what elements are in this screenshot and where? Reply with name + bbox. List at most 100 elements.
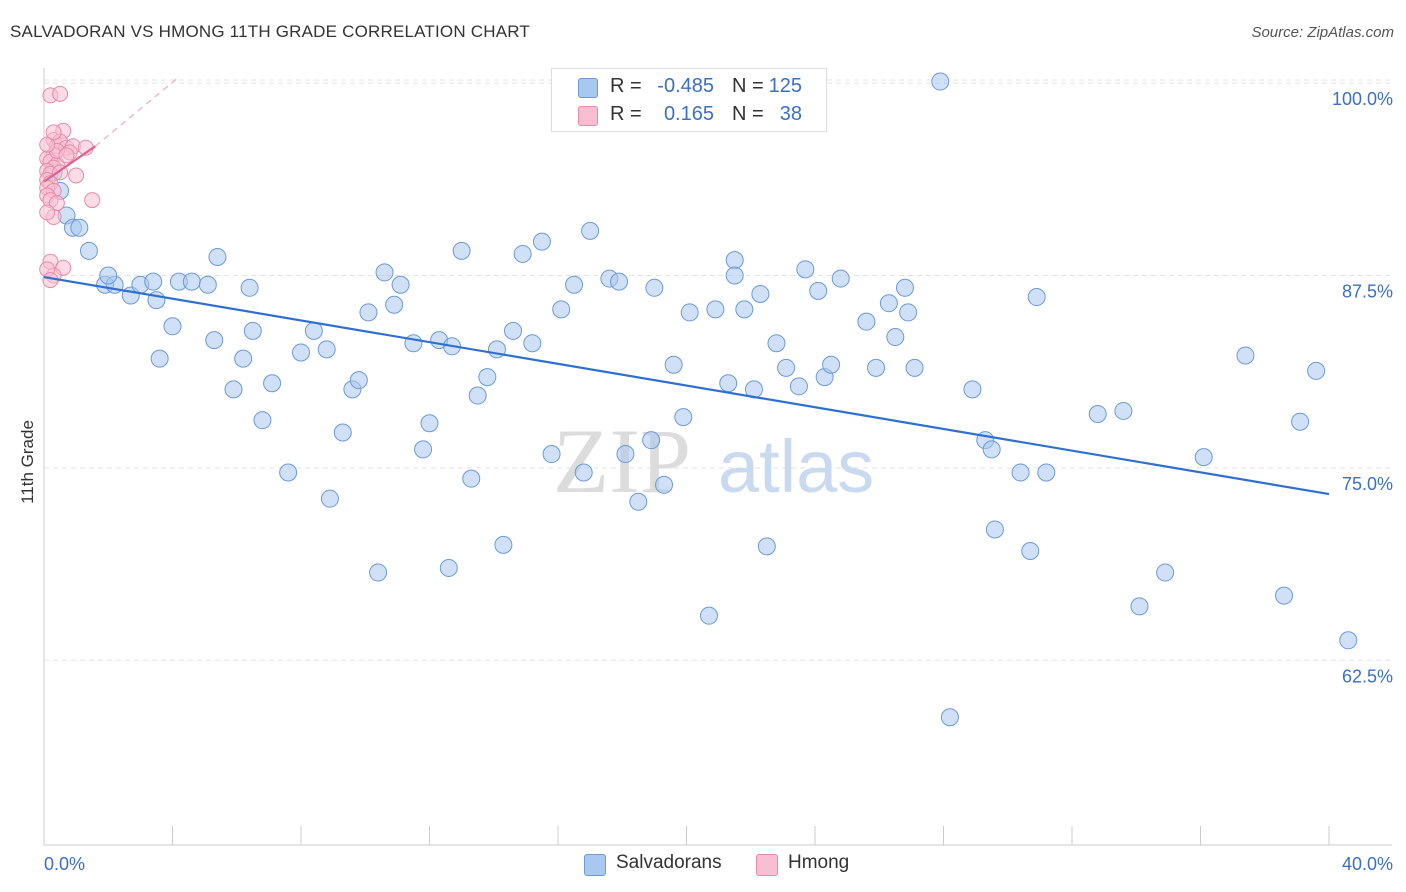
data-point: [292, 343, 310, 362]
data-point: [940, 708, 959, 727]
data-point: [39, 136, 56, 153]
data-point: [895, 278, 914, 297]
data-point: [243, 321, 262, 340]
legend-r-value: 0.165: [663, 103, 714, 125]
data-point: [642, 431, 661, 450]
data-point: [333, 423, 352, 442]
data-point: [1037, 463, 1056, 482]
data-point: [1339, 631, 1358, 650]
data-point: [1236, 346, 1255, 365]
legend-r-label: R =: [610, 75, 642, 97]
data-point: [420, 414, 439, 433]
data-point: [905, 358, 924, 377]
data-point: [208, 248, 227, 267]
data-point: [645, 278, 664, 297]
y-axis-label: 11th Grade: [18, 420, 37, 504]
legend-row-salvadorans: R = -0.485 N = 125: [552, 73, 826, 101]
data-point: [565, 275, 584, 294]
data-point: [234, 349, 253, 368]
data-point: [150, 349, 169, 368]
data-point: [655, 475, 674, 494]
data-point: [349, 371, 368, 390]
data-point: [680, 303, 699, 322]
watermark-atlas: atlas: [718, 425, 874, 508]
data-point: [725, 251, 744, 270]
data-point: [504, 321, 523, 340]
data-point: [468, 386, 487, 405]
data-point: [552, 300, 571, 319]
data-point: [478, 368, 497, 387]
y-tick-label: 100.0%: [1332, 89, 1393, 109]
chart-title: SALVADORAN VS HMONG 11TH GRADE CORRELATI…: [10, 22, 530, 41]
data-point: [982, 440, 1001, 459]
data-point: [414, 440, 433, 459]
data-point: [1011, 463, 1030, 482]
data-point: [99, 266, 118, 285]
data-point: [831, 269, 850, 288]
data-point: [1027, 288, 1046, 307]
data-point: [1291, 412, 1310, 431]
data-point: [317, 340, 336, 359]
data-point: [198, 275, 217, 294]
data-point: [359, 303, 378, 322]
data-point: [725, 266, 744, 285]
data-point: [581, 221, 600, 240]
data-point: [1130, 597, 1149, 616]
data-point: [796, 260, 815, 279]
x-tick-label: 0.0%: [44, 854, 85, 874]
legend-n-label: N =: [732, 103, 764, 125]
data-point: [494, 535, 513, 554]
grid-lines: [44, 79, 1392, 661]
bottom-legend-swatch-hmong: [756, 854, 778, 876]
data-point: [899, 303, 918, 322]
bottom-legend-swatch-salvadorans: [584, 854, 606, 876]
data-point: [279, 463, 298, 482]
data-point: [699, 606, 718, 625]
salvadorans-points: [44, 72, 1358, 727]
data-point: [664, 355, 683, 374]
data-point: [789, 377, 808, 396]
data-point: [70, 218, 89, 237]
data-point: [404, 334, 423, 353]
data-point: [931, 72, 950, 91]
data-point: [79, 241, 98, 260]
data-point: [375, 263, 394, 282]
data-point: [886, 328, 905, 347]
legend-row-hmong: R = 0.165 N = 38: [552, 101, 826, 129]
data-point: [610, 272, 629, 291]
hmong-points: [39, 85, 101, 289]
bottom-legend-label-hmong: Hmong: [788, 852, 850, 873]
legend-n-value: 38: [779, 103, 802, 125]
tick-labels: 100.0% 87.5% 75.0% 62.5% 0.0% 40.0%: [44, 89, 1393, 874]
data-point: [58, 147, 75, 164]
data-point: [263, 374, 282, 393]
trend-extension: [95, 76, 180, 147]
data-point: [45, 124, 62, 141]
data-point: [532, 232, 551, 251]
data-point: [985, 520, 1004, 539]
data-point: [574, 463, 593, 482]
data-point: [757, 537, 776, 556]
data-point: [674, 408, 693, 427]
legend-n-value: 125: [768, 75, 802, 97]
data-point: [1194, 448, 1213, 467]
trend-lines: [43, 76, 1330, 496]
data-point: [706, 300, 725, 319]
data-point: [1114, 401, 1133, 420]
data-point: [523, 334, 542, 353]
data-point: [68, 167, 85, 184]
data-point: [439, 558, 458, 577]
data-point: [224, 380, 243, 399]
data-point: [385, 295, 404, 314]
legend-swatch-hmong: [578, 106, 598, 126]
data-point: [240, 278, 259, 297]
data-point: [735, 300, 754, 319]
trend-line: [43, 275, 1330, 496]
legend-n-label: N =: [732, 75, 764, 97]
data-point: [253, 411, 272, 430]
y-tick-label: 62.5%: [1342, 666, 1393, 686]
data-point: [320, 489, 339, 508]
y-tick-label: 87.5%: [1342, 281, 1393, 301]
source-label: Source: ZipAtlas.com: [1251, 24, 1394, 41]
